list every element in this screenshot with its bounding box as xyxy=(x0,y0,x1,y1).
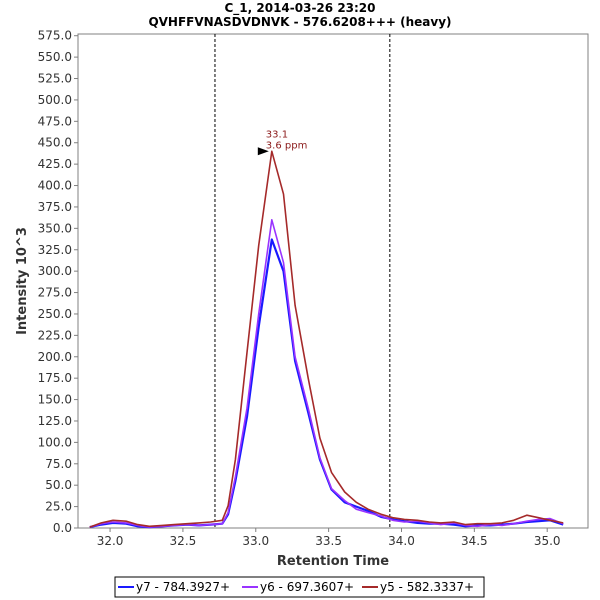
y-tick-label: 125.0 xyxy=(38,414,72,428)
legend-label-1: y7 - 784.3927+ xyxy=(136,580,230,594)
y-tick-label: 100.0 xyxy=(38,435,72,449)
x-tick-label: 32.5 xyxy=(170,534,197,548)
legend-label-3: y5 - 582.3337+ xyxy=(380,580,474,594)
series-line-3 xyxy=(89,150,564,528)
peak-ppm-label: 3.6 ppm xyxy=(266,140,308,151)
x-tick-label: 33.5 xyxy=(315,534,342,548)
y-tick-label: 25.0 xyxy=(45,500,72,514)
y-tick-label: 225.0 xyxy=(38,328,72,342)
chart-subtitle: QVHFFVNASDVDNVK - 576.6208+++ (heavy) xyxy=(148,15,451,29)
x-axis-label: Retention Time xyxy=(277,554,389,569)
y-tick-label: 425.0 xyxy=(38,157,72,171)
y-tick-label: 0.0 xyxy=(53,521,72,535)
y-tick-label: 325.0 xyxy=(38,243,72,257)
plot-area xyxy=(77,33,589,529)
y-tick-label: 200.0 xyxy=(38,350,72,364)
chart-title: C_1, 2014-03-26 23:20 xyxy=(224,1,375,16)
y-tick-label: 575.0 xyxy=(38,29,72,43)
y-tick-label: 50.0 xyxy=(45,478,72,492)
series-line-2 xyxy=(89,219,564,528)
y-tick-label: 300.0 xyxy=(38,264,72,278)
y-tick-label: 550.0 xyxy=(38,50,72,64)
y-tick-label: 250.0 xyxy=(38,307,72,321)
y-axis-label: Intensity 10^3 xyxy=(15,227,30,335)
x-tick-label: 34.0 xyxy=(388,534,415,548)
peak-retention-label: 33.1 xyxy=(266,129,288,140)
y-tick-label: 500.0 xyxy=(38,93,72,107)
y-tick-label: 275.0 xyxy=(38,286,72,300)
x-tick-label: 35.0 xyxy=(534,534,561,548)
y-tick-label: 75.0 xyxy=(45,457,72,471)
y-tick-label: 450.0 xyxy=(38,136,72,150)
y-tick-label: 475.0 xyxy=(38,114,72,128)
y-tick-label: 175.0 xyxy=(38,371,72,385)
y-tick-label: 375.0 xyxy=(38,200,72,214)
x-tick-label: 32.0 xyxy=(97,534,124,548)
legend-box xyxy=(114,576,485,598)
peak-annotation: 33.1 3.6 ppm xyxy=(257,129,308,156)
x-axis: 32.0 32.5 33.0 33.5 34.0 34.5 35.0 xyxy=(97,528,561,548)
x-tick-label: 33.0 xyxy=(242,534,269,548)
peak-arrow-icon xyxy=(257,147,269,156)
legend-label-2: y6 - 697.3607+ xyxy=(260,580,354,594)
legend: y7 - 784.3927+ y6 - 697.3607+ y5 - 582.333… xyxy=(114,576,485,598)
y-tick-label: 350.0 xyxy=(38,221,72,235)
y-tick-label: 150.0 xyxy=(38,393,72,407)
y-axis: 0.0 25.0 50.0 75.0 100.0 125.0 150.0 175.0 200.0… xyxy=(38,29,78,535)
series-lines xyxy=(89,150,564,529)
y-tick-label: 400.0 xyxy=(38,179,72,193)
y-tick-label: 525.0 xyxy=(38,72,72,86)
x-tick-label: 34.5 xyxy=(461,534,488,548)
peak-boundaries xyxy=(214,34,391,528)
